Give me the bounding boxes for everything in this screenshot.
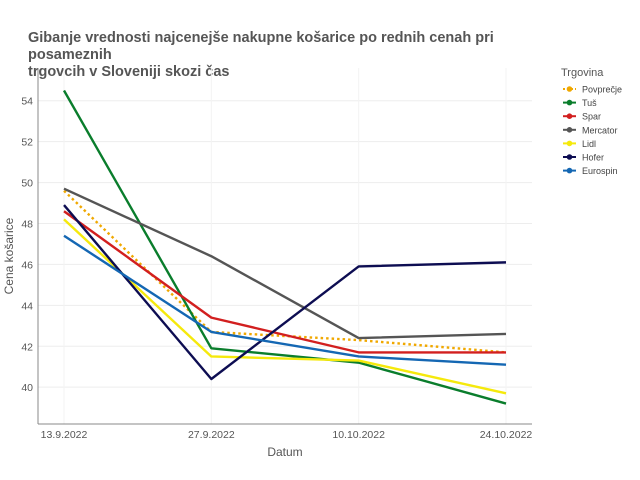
x-axis-title: Datum (267, 445, 302, 459)
series-line-spar (63, 210, 506, 354)
y-tick-label: 44 (21, 300, 33, 312)
x-tick-label: 13.9.2022 (41, 429, 88, 441)
chart-title: Gibanje vrednosti najcenejše nakupne koš… (28, 30, 494, 80)
legend-item-label: Hofer (582, 153, 604, 163)
legend-swatch-marker (566, 86, 573, 92)
legend-swatch-marker (566, 154, 573, 160)
y-tick-label: 50 (21, 178, 33, 190)
x-tick-label: 27.9.2022 (188, 429, 235, 441)
legend-item-label: Tuš (582, 98, 597, 108)
series-line-lidl (63, 218, 507, 395)
y-tick-label: 40 (21, 382, 33, 394)
y-tick-label: 54 (21, 96, 33, 108)
legend-item-label: Povprečje (582, 85, 622, 95)
legend-swatch-marker (566, 99, 573, 106)
y-tick-label: 46 (21, 259, 33, 271)
y-tick-label: 42 (21, 341, 33, 353)
legend-item-label: Spar (582, 112, 601, 122)
y-axis-title: Cena košarice (2, 217, 16, 294)
y-tick-label: 52 (21, 137, 33, 149)
series-line-hofer (63, 204, 507, 381)
series-line-povprečje (63, 189, 507, 354)
series-line-eurospin (63, 234, 507, 366)
legend-swatch-marker (566, 113, 573, 119)
series-line-tuš (62, 89, 507, 405)
legend-swatch-marker (566, 127, 573, 133)
x-tick-label: 24.10.2022 (480, 429, 533, 441)
y-tick-label: 48 (21, 218, 33, 230)
legend-item-label: Mercator (582, 125, 618, 135)
series-line-mercator (63, 187, 507, 340)
legend-swatch-marker (566, 140, 573, 147)
legend-swatch-marker (566, 167, 573, 174)
x-tick-label: 10.10.2022 (332, 429, 385, 441)
legend-item-label: Eurospin (582, 166, 618, 176)
legend-item-label: Lidl (582, 139, 596, 149)
legend-title: Trgovina (561, 67, 604, 79)
